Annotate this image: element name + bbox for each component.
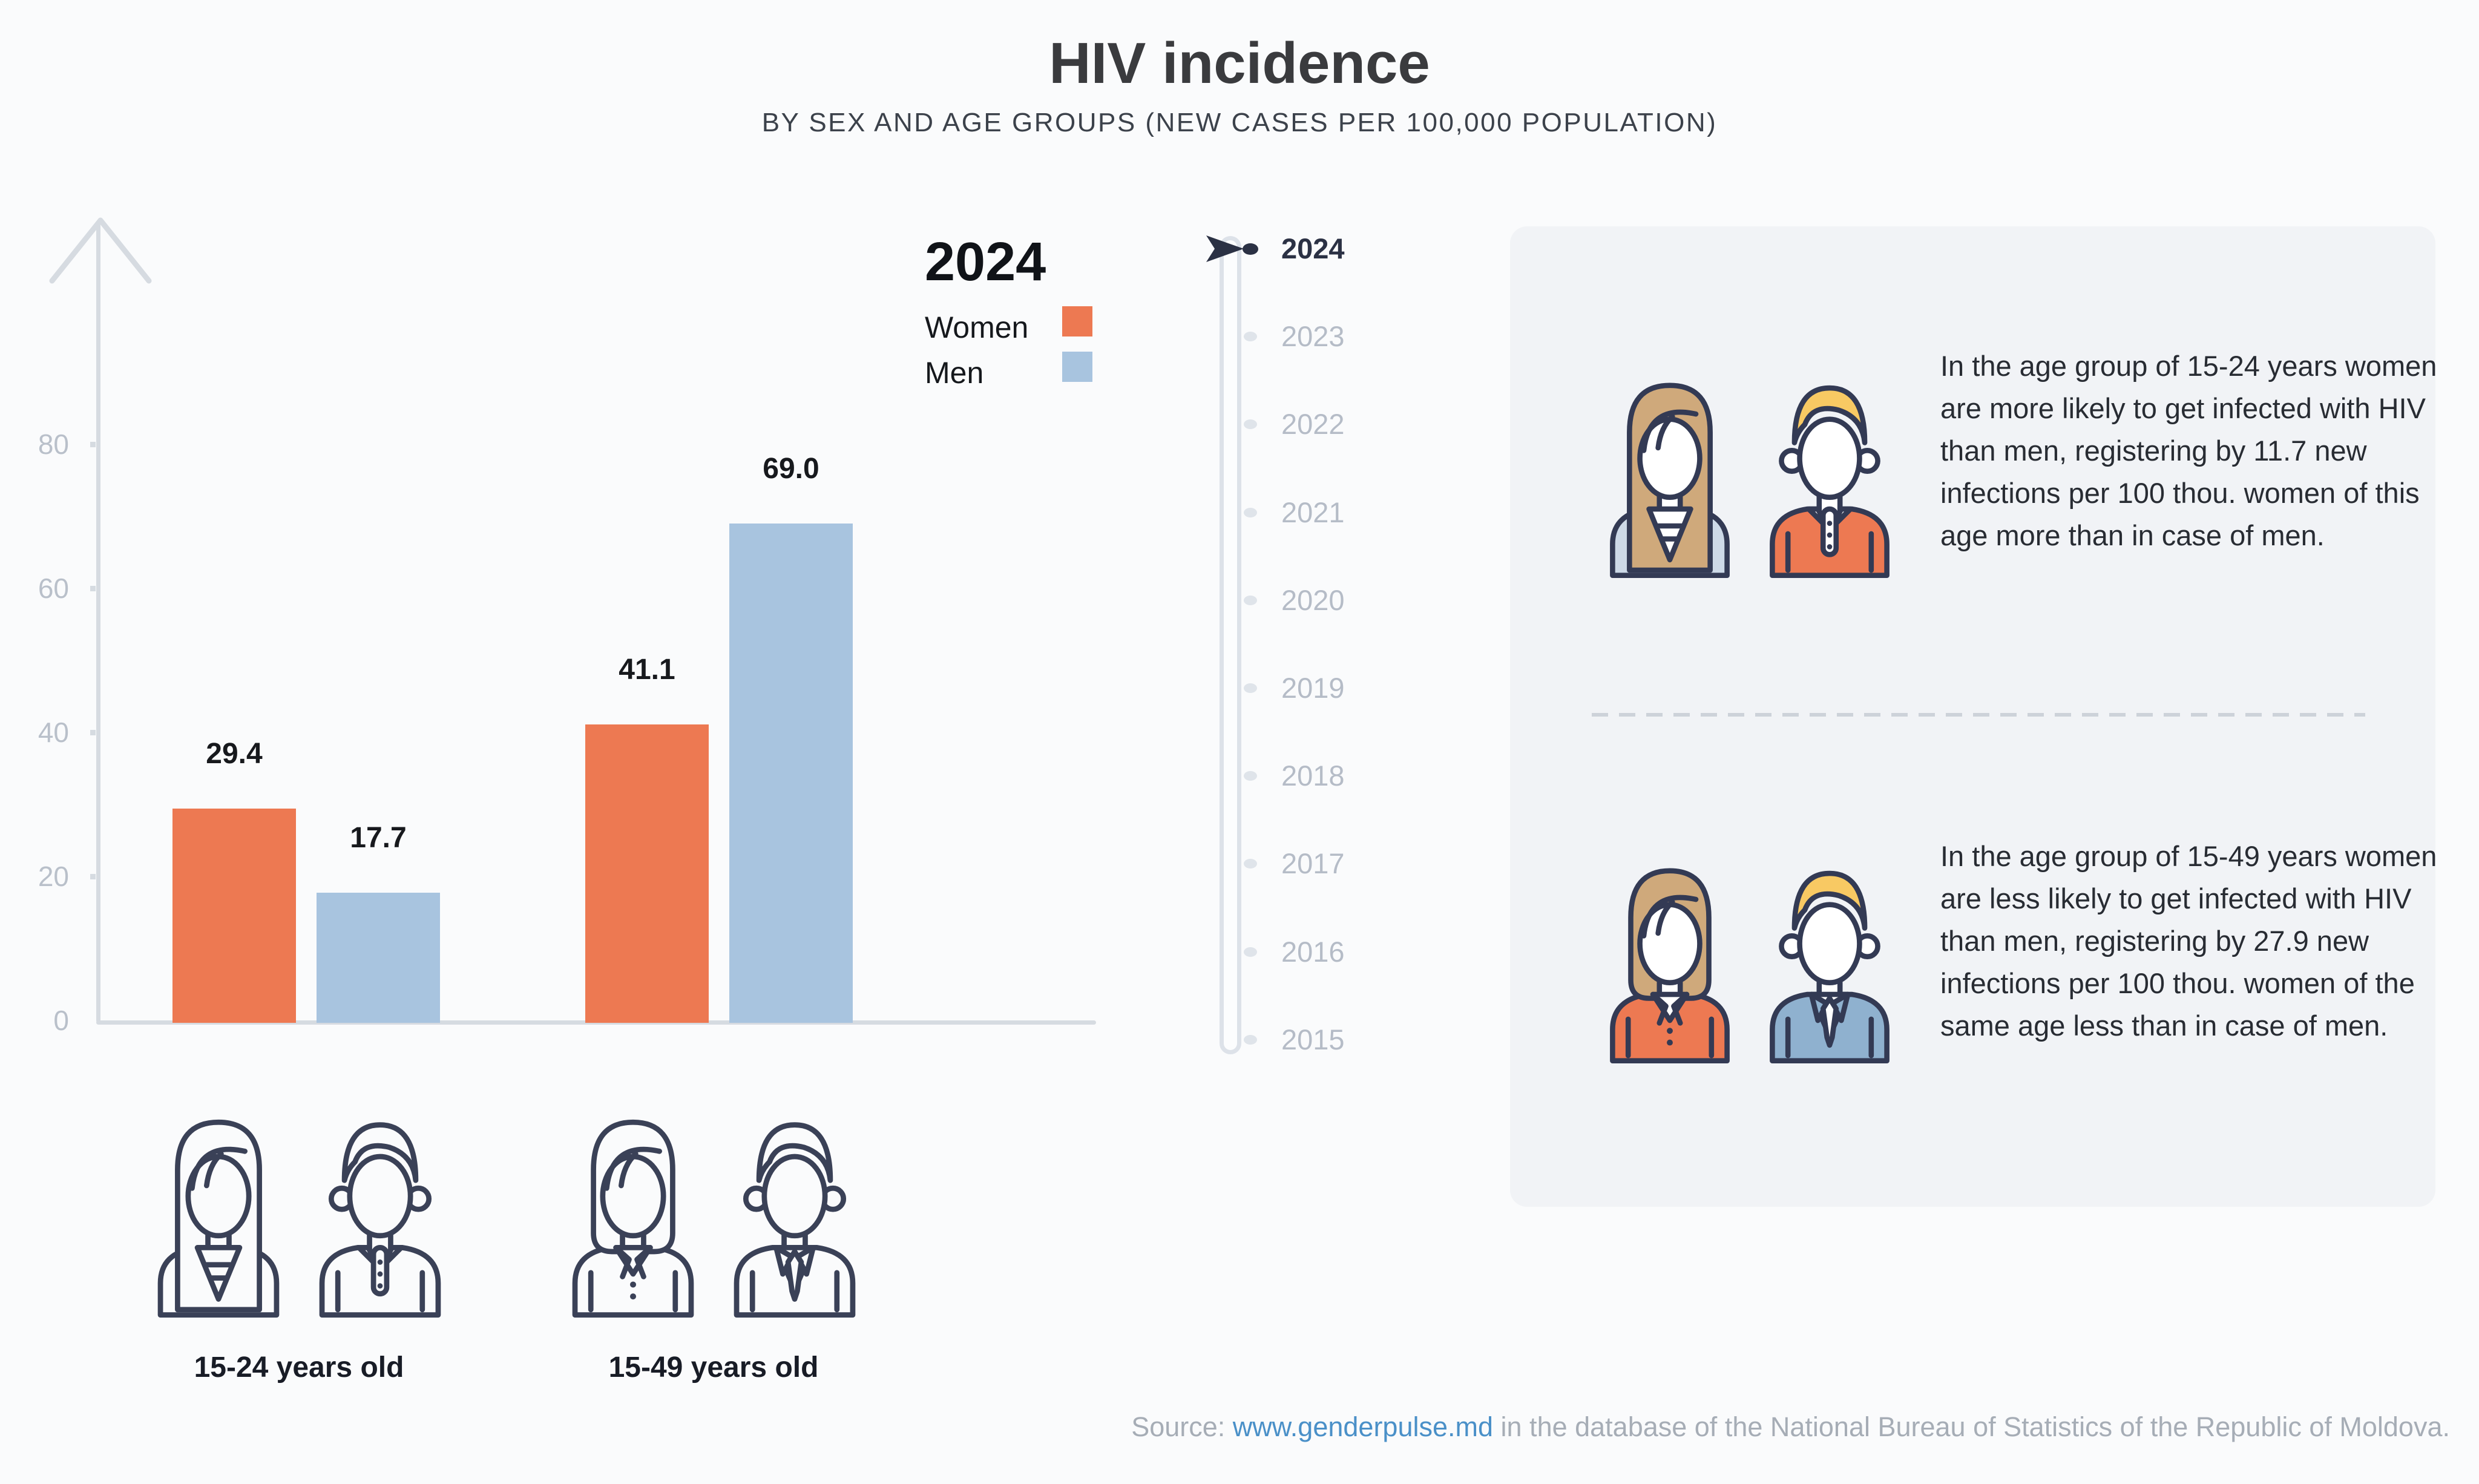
legend-men-label: Men bbox=[925, 356, 984, 390]
year-item-2023[interactable]: 2023 bbox=[1281, 320, 1345, 353]
bar-women-15-49-years-old[interactable] bbox=[585, 724, 709, 1023]
y-tick-label-40: 40 bbox=[38, 717, 69, 748]
y-tick-label-80: 80 bbox=[38, 428, 69, 460]
man-outline-icon bbox=[715, 1098, 874, 1318]
year-item-2017[interactable]: 2017 bbox=[1281, 847, 1345, 880]
bar-value-label: 17.7 bbox=[350, 822, 407, 854]
year-dot-2016[interactable] bbox=[1244, 947, 1257, 957]
year-dot-2023[interactable] bbox=[1244, 332, 1257, 342]
year-dot-2017[interactable] bbox=[1244, 859, 1257, 869]
woman-outline-icon bbox=[554, 1098, 712, 1318]
year-item-2022[interactable]: 2022 bbox=[1281, 408, 1345, 441]
source-link[interactable]: www.genderpulse.md bbox=[1232, 1411, 1494, 1442]
y-tick-label-20: 20 bbox=[38, 861, 69, 892]
dashed-divider bbox=[1592, 713, 2365, 717]
y-tick-mark bbox=[90, 874, 96, 879]
man-icon bbox=[1752, 362, 1908, 578]
woman-outline-icon bbox=[139, 1098, 298, 1318]
info-text-15-24: In the age group of 15-24 years women ar… bbox=[1940, 350, 2437, 551]
y-axis-arrow-icon bbox=[49, 217, 152, 284]
page-subtitle: BY SEX AND AGE GROUPS (NEW CASES PER 100… bbox=[761, 108, 1718, 137]
bar-men-15-49-years-old[interactable] bbox=[729, 524, 853, 1023]
year-item-2016[interactable]: 2016 bbox=[1281, 935, 1345, 968]
year-dot-2021[interactable] bbox=[1244, 507, 1257, 517]
year-item-2018[interactable]: 2018 bbox=[1281, 760, 1345, 792]
source-line: Source: www.genderpulse.md in the databa… bbox=[1131, 1411, 2450, 1443]
page-title: HIV incidence bbox=[1049, 31, 1430, 96]
y-tick-label-0: 0 bbox=[53, 1005, 69, 1036]
year-dot-2024[interactable] bbox=[1243, 243, 1258, 255]
y-tick-mark bbox=[90, 730, 96, 735]
year-item-2021[interactable]: 2021 bbox=[1281, 496, 1345, 528]
bar-value-label: 41.1 bbox=[619, 654, 675, 686]
selected-year-arrow-icon[interactable] bbox=[1206, 233, 1245, 264]
y-axis-line bbox=[96, 223, 100, 1023]
legend-men-swatch bbox=[1062, 352, 1092, 382]
year-dot-2019[interactable] bbox=[1244, 683, 1257, 693]
man-icon bbox=[1752, 847, 1908, 1063]
woman-icon bbox=[1592, 847, 1748, 1063]
year-item-2015[interactable]: 2015 bbox=[1281, 1023, 1345, 1056]
category-label-15-24: 15-24 years old bbox=[194, 1351, 404, 1384]
category-label-15-49: 15-49 years old bbox=[608, 1351, 819, 1384]
year-dot-2018[interactable] bbox=[1244, 771, 1257, 781]
y-tick-mark bbox=[90, 442, 96, 447]
legend-women-label: Women bbox=[925, 310, 1029, 344]
year-dot-2022[interactable] bbox=[1244, 419, 1257, 430]
y-tick-label-60: 60 bbox=[38, 573, 69, 604]
bar-value-label: 69.0 bbox=[763, 453, 819, 485]
source-suffix: in the database of the National Bureau o… bbox=[1493, 1411, 2450, 1442]
year-item-2024[interactable]: 2024 bbox=[1281, 232, 1345, 264]
year-dot-2020[interactable] bbox=[1244, 595, 1257, 605]
info-text-15-49: In the age group of 15-49 years women ar… bbox=[1940, 840, 2437, 1042]
woman-icon bbox=[1592, 362, 1748, 578]
bar-women-15-24-years-old[interactable] bbox=[172, 809, 296, 1023]
bar-value-label: 29.4 bbox=[206, 738, 263, 770]
y-tick-mark bbox=[90, 586, 96, 591]
year-dot-2015[interactable] bbox=[1244, 1034, 1257, 1045]
year-item-2020[interactable]: 2020 bbox=[1281, 583, 1345, 616]
bar-men-15-24-years-old[interactable] bbox=[317, 893, 440, 1023]
legend-women-swatch bbox=[1062, 306, 1092, 337]
year-item-2019[interactable]: 2019 bbox=[1281, 672, 1345, 704]
legend-selected-year: 2024 bbox=[925, 232, 1046, 292]
man-outline-icon bbox=[301, 1098, 459, 1318]
source-prefix: Source: bbox=[1131, 1411, 1233, 1442]
year-slider-track[interactable] bbox=[1220, 236, 1241, 1054]
